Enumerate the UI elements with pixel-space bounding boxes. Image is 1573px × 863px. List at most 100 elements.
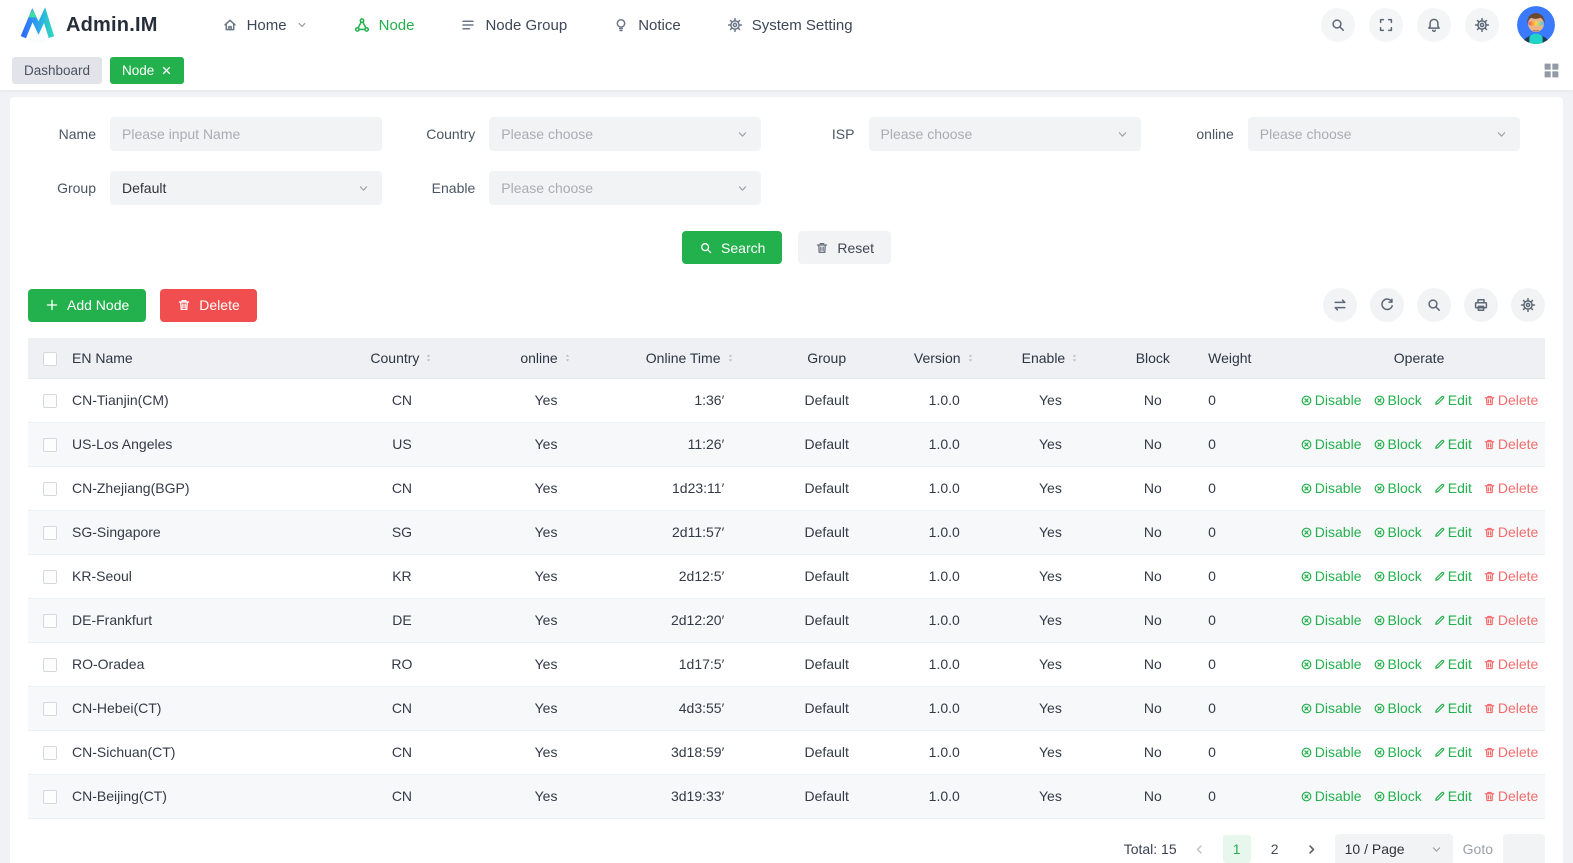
block-link[interactable]: Block xyxy=(1373,436,1422,452)
col-weight[interactable]: Weight xyxy=(1202,338,1294,379)
refresh-button[interactable] xyxy=(1370,288,1404,322)
delete-button[interactable]: Delete xyxy=(160,288,257,322)
edit-link[interactable]: Edit xyxy=(1433,480,1472,496)
page-size-select[interactable]: 10 / Page xyxy=(1334,833,1453,863)
notifications-button[interactable] xyxy=(1417,8,1451,42)
disable-link[interactable]: Disable xyxy=(1300,480,1362,496)
col-block[interactable]: Block xyxy=(1103,338,1203,379)
page-1-button[interactable]: 1 xyxy=(1222,835,1251,863)
disable-link[interactable]: Disable xyxy=(1300,392,1362,408)
online-select[interactable]: Please choose xyxy=(1247,117,1520,151)
sort-icon[interactable] xyxy=(563,351,572,365)
sort-icon[interactable] xyxy=(1070,351,1079,365)
block-link[interactable]: Block xyxy=(1373,656,1422,672)
row-checkbox[interactable] xyxy=(43,438,57,453)
delete-link[interactable]: Delete xyxy=(1483,744,1538,760)
sort-icon[interactable] xyxy=(424,351,433,365)
col-en-name[interactable]: EN Name xyxy=(72,338,330,379)
add-node-button[interactable]: Add Node xyxy=(28,288,147,322)
disable-link[interactable]: Disable xyxy=(1300,436,1362,452)
column-search-button[interactable] xyxy=(1417,288,1451,322)
country-select[interactable]: Please choose xyxy=(489,117,762,151)
search-button[interactable]: Search xyxy=(682,231,783,264)
block-link[interactable]: Block xyxy=(1373,700,1422,716)
tab-dashboard[interactable]: Dashboard xyxy=(12,56,103,84)
col-version[interactable]: Version xyxy=(891,338,998,379)
disable-link[interactable]: Disable xyxy=(1300,524,1362,540)
row-checkbox[interactable] xyxy=(43,526,57,541)
nav-notice[interactable]: Notice xyxy=(613,17,681,34)
disable-link[interactable]: Disable xyxy=(1300,744,1362,760)
delete-link[interactable]: Delete xyxy=(1483,436,1538,452)
table-settings-button[interactable] xyxy=(1511,288,1545,322)
goto-page-input[interactable] xyxy=(1503,833,1545,863)
row-checkbox[interactable] xyxy=(43,394,57,409)
prev-page-button[interactable] xyxy=(1187,836,1213,862)
name-input[interactable] xyxy=(110,117,382,151)
avatar[interactable] xyxy=(1517,6,1555,44)
edit-link[interactable]: Edit xyxy=(1433,524,1472,540)
delete-link[interactable]: Delete xyxy=(1483,524,1538,540)
block-link[interactable]: Block xyxy=(1373,788,1422,804)
edit-link[interactable]: Edit xyxy=(1433,744,1472,760)
sort-icon[interactable] xyxy=(726,351,735,365)
delete-link[interactable]: Delete xyxy=(1483,568,1538,584)
row-checkbox[interactable] xyxy=(43,702,57,717)
transfer-button[interactable] xyxy=(1323,288,1357,322)
block-link[interactable]: Block xyxy=(1373,524,1422,540)
close-icon[interactable] xyxy=(161,65,172,76)
col-operate[interactable]: Operate xyxy=(1293,338,1545,379)
select-all-checkbox[interactable] xyxy=(43,351,57,366)
disable-link[interactable]: Disable xyxy=(1300,612,1362,628)
block-link[interactable]: Block xyxy=(1373,744,1422,760)
row-checkbox[interactable] xyxy=(43,482,57,497)
col-online-time[interactable]: Online Time xyxy=(618,338,763,379)
nav-node-group[interactable]: Node Group xyxy=(460,17,567,34)
nav-home[interactable]: Home xyxy=(222,17,308,34)
row-checkbox[interactable] xyxy=(43,658,57,673)
edit-link[interactable]: Edit xyxy=(1433,568,1472,584)
nav-node[interactable]: Node xyxy=(354,17,414,34)
delete-link[interactable]: Delete xyxy=(1483,788,1538,804)
group-select[interactable]: Default xyxy=(110,171,382,205)
disable-link[interactable]: Disable xyxy=(1300,656,1362,672)
edit-link[interactable]: Edit xyxy=(1433,656,1472,672)
edit-link[interactable]: Edit xyxy=(1433,612,1472,628)
block-link[interactable]: Block xyxy=(1373,392,1422,408)
edit-link[interactable]: Edit xyxy=(1433,700,1472,716)
block-link[interactable]: Block xyxy=(1373,568,1422,584)
enable-select[interactable]: Please choose xyxy=(489,171,762,205)
global-search-button[interactable] xyxy=(1321,8,1355,42)
delete-link[interactable]: Delete xyxy=(1483,612,1538,628)
edit-link[interactable]: Edit xyxy=(1433,436,1472,452)
block-link[interactable]: Block xyxy=(1373,612,1422,628)
row-checkbox[interactable] xyxy=(43,614,57,629)
next-page-button[interactable] xyxy=(1299,836,1325,862)
settings-button[interactable] xyxy=(1465,8,1499,42)
col-group[interactable]: Group xyxy=(762,338,892,379)
disable-link[interactable]: Disable xyxy=(1300,568,1362,584)
brand[interactable]: Admin.IM xyxy=(18,6,158,44)
edit-link[interactable]: Edit xyxy=(1433,392,1472,408)
delete-link[interactable]: Delete xyxy=(1483,392,1538,408)
row-checkbox[interactable] xyxy=(43,790,57,805)
disable-link[interactable]: Disable xyxy=(1300,700,1362,716)
col-country[interactable]: Country xyxy=(329,338,474,379)
edit-link[interactable]: Edit xyxy=(1433,788,1472,804)
reset-button[interactable]: Reset xyxy=(798,231,891,264)
col-enable[interactable]: Enable xyxy=(997,338,1104,379)
grid-icon[interactable] xyxy=(1542,61,1561,80)
row-checkbox[interactable] xyxy=(43,746,57,761)
fullscreen-button[interactable] xyxy=(1369,8,1403,42)
row-checkbox[interactable] xyxy=(43,570,57,585)
isp-select[interactable]: Please choose xyxy=(868,117,1141,151)
page-2-button[interactable]: 2 xyxy=(1270,841,1279,857)
disable-link[interactable]: Disable xyxy=(1300,788,1362,804)
delete-link[interactable]: Delete xyxy=(1483,480,1538,496)
delete-link[interactable]: Delete xyxy=(1483,700,1538,716)
tab-node[interactable]: Node xyxy=(110,56,185,84)
col-online[interactable]: online xyxy=(473,338,619,379)
delete-link[interactable]: Delete xyxy=(1483,656,1538,672)
nav-system-setting[interactable]: System Setting xyxy=(727,17,853,34)
print-button[interactable] xyxy=(1464,288,1498,322)
